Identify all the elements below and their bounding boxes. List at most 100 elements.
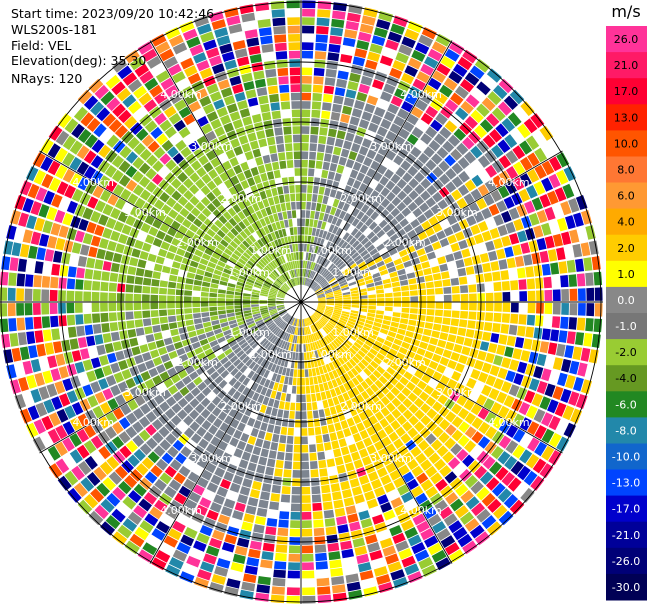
velocity-gate — [409, 313, 418, 320]
velocity-gate — [114, 394, 126, 406]
velocity-gate — [83, 440, 97, 454]
velocity-gate — [393, 155, 404, 166]
velocity-gate — [193, 52, 207, 64]
velocity-gate — [137, 259, 147, 269]
velocity-gate — [471, 87, 486, 102]
velocity-gate — [150, 294, 159, 302]
velocity-gate — [377, 529, 391, 541]
velocity-gate — [210, 371, 220, 380]
velocity-gate — [286, 587, 300, 596]
velocity-gate — [228, 186, 238, 196]
velocity-gate — [327, 542, 340, 552]
velocity-gate — [512, 161, 526, 176]
velocity-gate — [401, 307, 410, 313]
velocity-gate — [106, 456, 120, 470]
velocity-gate — [338, 279, 347, 285]
velocity-gate — [180, 333, 189, 341]
velocity-gate — [367, 542, 381, 553]
velocity-gate — [77, 177, 90, 191]
velocity-gate — [477, 350, 487, 361]
velocity-gate — [7, 287, 16, 301]
velocity-gate — [269, 335, 276, 343]
velocity-gate — [303, 243, 307, 252]
velocity-gate — [409, 308, 418, 314]
velocity-gate — [307, 278, 311, 287]
velocity-gate — [371, 344, 381, 352]
velocity-gate — [581, 379, 592, 395]
velocity-gate — [78, 460, 92, 476]
velocity-gate — [285, 368, 291, 377]
velocity-gate — [108, 282, 117, 292]
velocity-gate — [458, 354, 468, 365]
velocity-gate — [409, 284, 418, 291]
velocity-gate — [247, 177, 256, 187]
velocity-gate — [500, 323, 510, 334]
velocity-gate — [493, 312, 502, 323]
velocity-gate — [14, 195, 27, 210]
velocity-gate — [150, 302, 159, 310]
velocity-gate — [526, 278, 536, 290]
velocity-gate — [296, 335, 300, 344]
velocity-gate — [22, 360, 33, 375]
velocity-gate — [444, 154, 456, 167]
velocity-gate — [303, 352, 307, 361]
velocity-gate — [159, 316, 168, 324]
velocity-gate — [144, 269, 153, 278]
velocity-gate — [261, 312, 270, 317]
velocity-gate — [346, 177, 355, 187]
velocity-gate — [301, 193, 307, 202]
colorbar-tick-label: -1.0 — [615, 320, 636, 333]
velocity-gate — [294, 419, 301, 428]
velocity-gate — [156, 364, 166, 374]
velocity-gate — [102, 365, 113, 377]
velocity-gate — [285, 444, 293, 453]
velocity-gate — [346, 275, 355, 282]
velocity-gate — [262, 440, 271, 450]
velocity-gate — [418, 34, 434, 47]
velocity-gate — [352, 537, 366, 548]
velocity-gate — [284, 376, 289, 385]
velocity-gate — [139, 403, 151, 415]
velocity-gate — [264, 330, 271, 338]
velocity-gate — [229, 240, 239, 249]
velocity-gate — [102, 227, 113, 239]
velocity-gate — [265, 466, 274, 476]
velocity-gate — [269, 416, 276, 425]
velocity-gate — [275, 544, 288, 553]
velocity-gate — [210, 283, 219, 289]
velocity-gate — [225, 302, 234, 306]
velocity-gate — [138, 416, 151, 428]
velocity-gate — [453, 128, 467, 141]
velocity-gate — [302, 570, 315, 579]
velocity-gate — [76, 161, 90, 176]
velocity-gate — [349, 358, 357, 367]
velocity-gate — [106, 134, 120, 148]
velocity-gate — [286, 351, 291, 359]
velocity-gate — [383, 357, 392, 366]
velocity-gate — [332, 287, 341, 292]
velocity-gate — [273, 169, 281, 179]
velocity-gate — [167, 367, 177, 377]
velocity-gate — [184, 527, 198, 539]
velocity-gate — [18, 212, 29, 227]
velocity-gate — [581, 209, 592, 225]
velocity-gate — [62, 168, 75, 183]
velocity-gate — [206, 366, 216, 376]
velocity-gate — [219, 550, 233, 561]
velocity-gate — [193, 285, 202, 291]
velocity-gate — [349, 116, 360, 126]
velocity-gate — [183, 296, 192, 302]
velocity-gate — [259, 227, 267, 237]
velocity-gate — [560, 316, 569, 329]
velocity-gate — [208, 169, 218, 180]
velocity-gate — [319, 178, 327, 187]
velocity-gate — [336, 78, 348, 89]
velocity-gate — [228, 408, 238, 418]
velocity-gate — [424, 56, 439, 69]
velocity-gate — [276, 303, 284, 305]
velocity-gate — [62, 421, 75, 436]
velocity-gate — [264, 163, 273, 172]
velocity-gate — [237, 100, 248, 110]
velocity-gate — [330, 483, 341, 493]
velocity-gate — [264, 244, 272, 253]
